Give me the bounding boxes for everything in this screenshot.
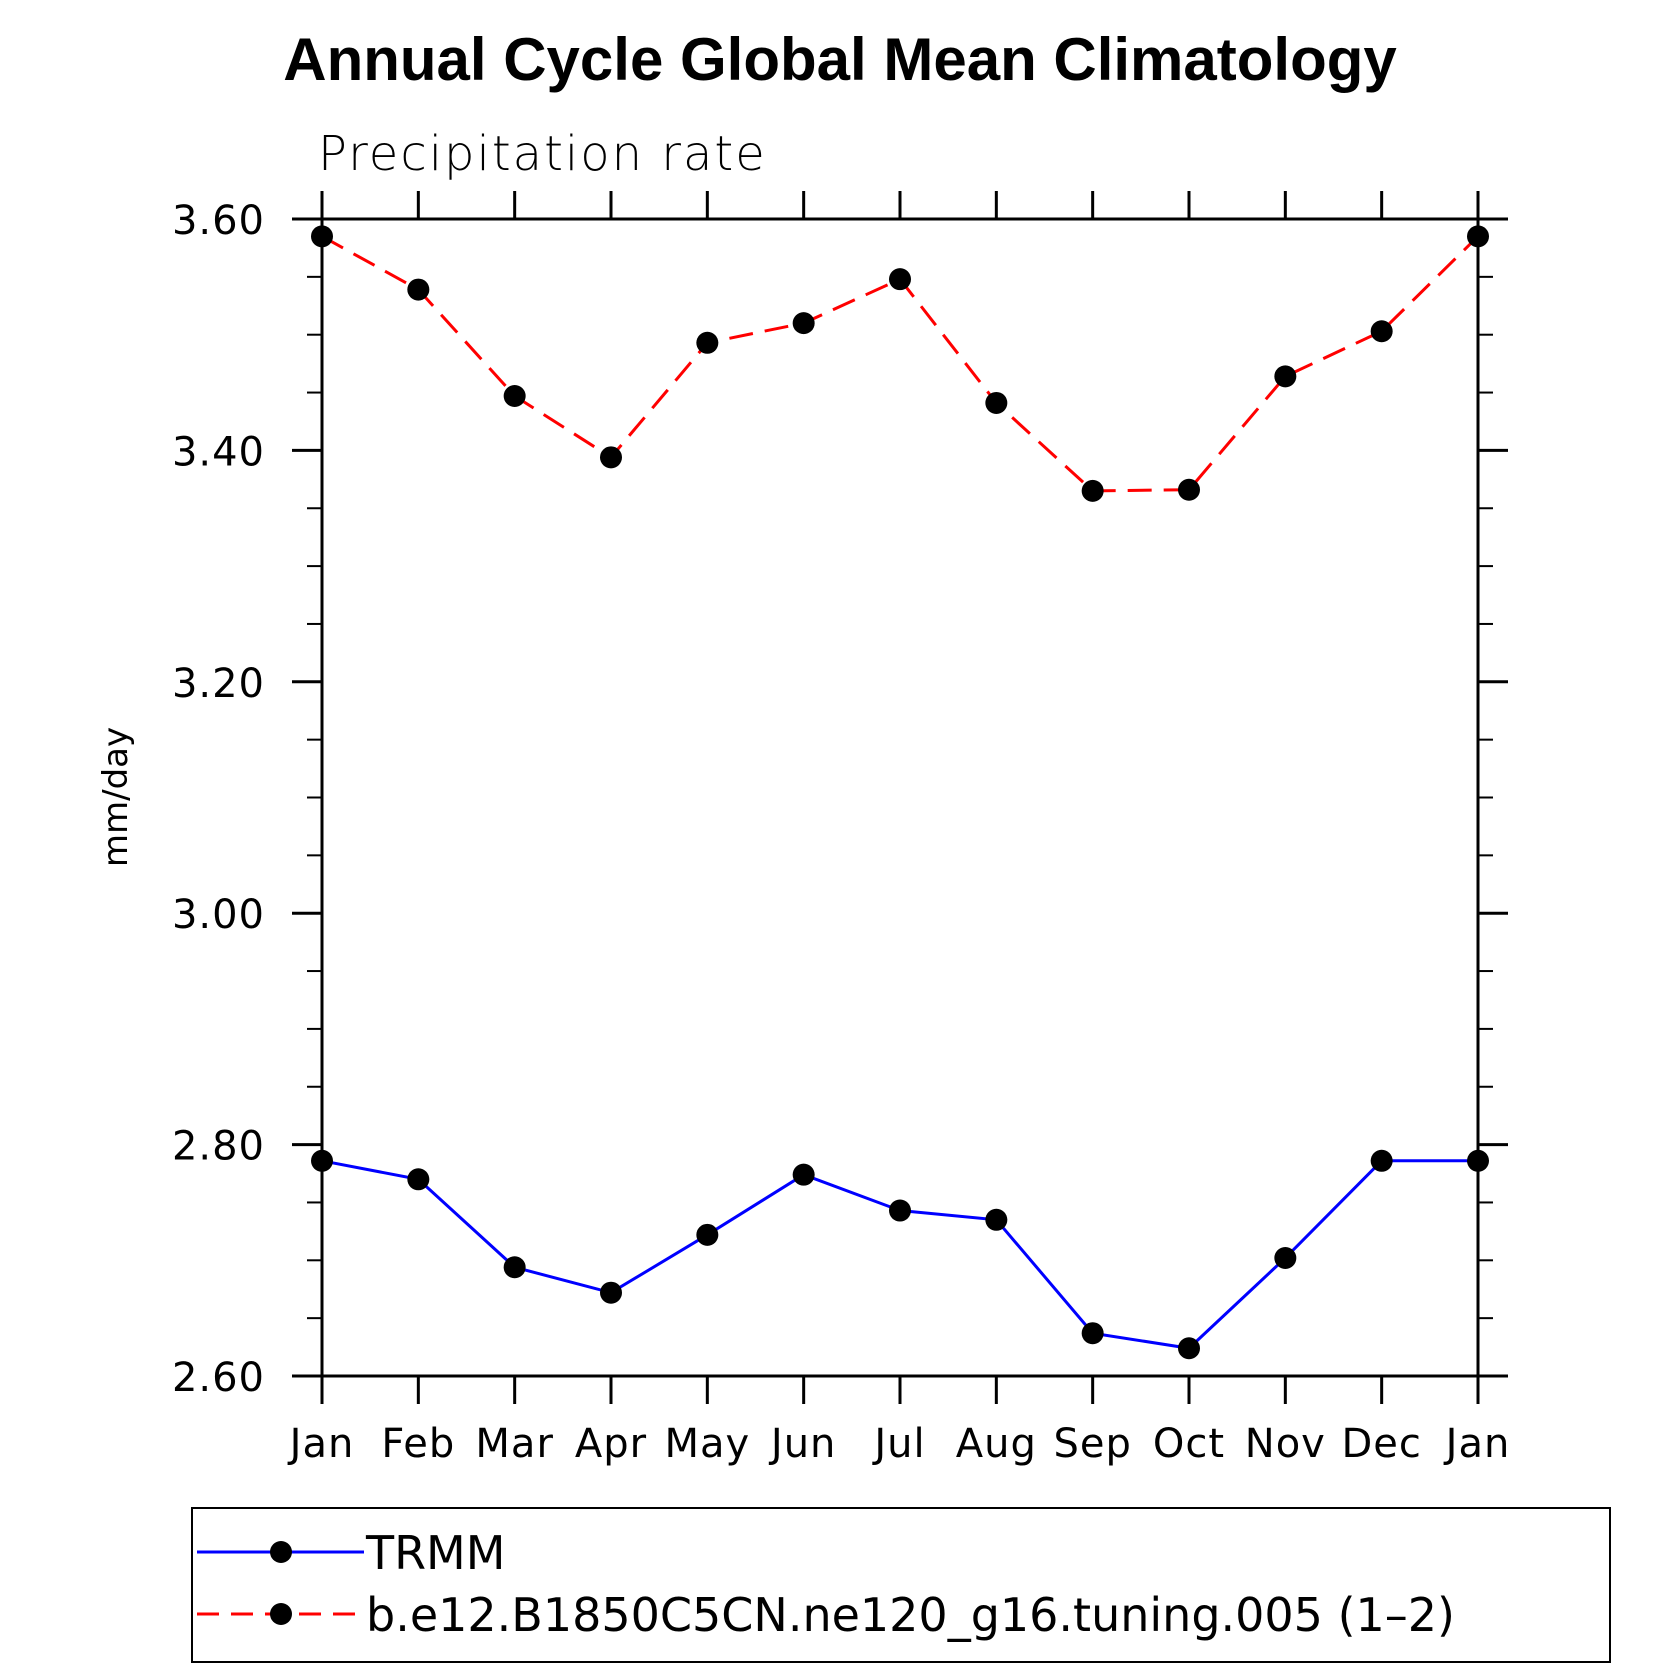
x-tick-label: Mar [475, 1421, 553, 1467]
chart-subtitle: Precipitation rate [318, 126, 767, 182]
data-point [985, 1208, 1008, 1231]
y-tick-label: 3.00 [172, 892, 265, 938]
y-tick-label: 3.60 [172, 198, 265, 244]
x-tick-label: Jun [768, 1421, 837, 1467]
chart-title: Annual Cycle Global Mean Climatology [283, 26, 1397, 93]
x-tick-label: Jul [871, 1421, 925, 1467]
y-tick-label: 2.80 [172, 1124, 265, 1170]
data-point [792, 1163, 815, 1186]
series-line-1 [321, 1159, 1478, 1350]
x-tick-label: Nov [1245, 1421, 1326, 1467]
legend-box [191, 1507, 1611, 1663]
y-tick-label: 3.40 [172, 429, 265, 475]
data-point [1081, 1322, 1104, 1345]
legend-marker [270, 1541, 292, 1563]
y-axis-label: mm/day [96, 727, 136, 867]
data-point [1274, 1246, 1297, 1269]
data-point [1370, 320, 1393, 343]
x-tick-label: May [664, 1421, 750, 1467]
x-tick-label: Feb [381, 1421, 455, 1467]
y-tick-label: 2.60 [172, 1355, 265, 1401]
legend: TRMM b.e12.B1850C5CN.ne120_g16.tuning.005… [197, 1526, 1455, 1642]
data-point [407, 278, 430, 301]
data-point [696, 331, 719, 354]
data-point [600, 1281, 622, 1304]
series-layer [311, 225, 1489, 1360]
data-point [1081, 479, 1104, 502]
data-point [407, 1168, 430, 1191]
y-tick-label: 3.20 [172, 661, 265, 707]
data-point [1274, 365, 1297, 388]
x-tick-label: Jan [287, 1421, 355, 1467]
x-tick-label: Jan [1443, 1421, 1511, 1467]
data-point [1370, 1149, 1393, 1172]
legend-label: b.e12.B1850C5CN.ne120_g16.tuning.005 (1–… [366, 1588, 1455, 1642]
legend-label: TRMM [365, 1526, 505, 1580]
data-point [1178, 1337, 1200, 1360]
tick-labels: Jan Feb Mar Apr May Jun Jul Aug Sep Oct Nov Dec Jan 2… [172, 198, 1511, 1467]
plot-frame [320, 217, 1480, 1378]
data-point [792, 312, 815, 335]
data-point [503, 1256, 526, 1279]
data-point [600, 446, 622, 469]
data-point [1178, 478, 1200, 501]
data-point [696, 1223, 719, 1246]
x-tick-label: Apr [575, 1421, 647, 1467]
x-tick-label: Aug [956, 1421, 1037, 1467]
x-tick-label: Sep [1053, 1421, 1131, 1467]
axis-ticks [292, 191, 1508, 1404]
data-point [503, 385, 526, 408]
x-tick-label: Dec [1341, 1421, 1421, 1467]
x-tick-label: Oct [1153, 1421, 1225, 1467]
data-point [889, 268, 911, 291]
legend-marker [270, 1603, 292, 1625]
data-point [889, 1199, 911, 1222]
data-point [985, 391, 1008, 414]
